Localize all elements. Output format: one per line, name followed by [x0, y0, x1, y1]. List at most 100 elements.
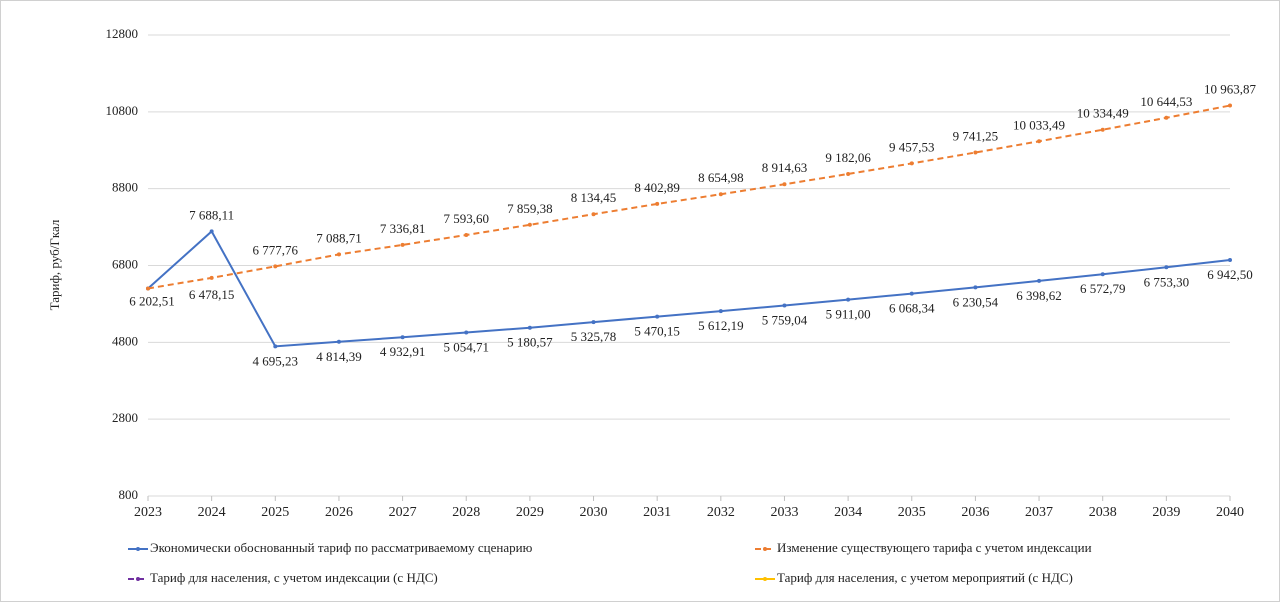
point: [400, 335, 405, 340]
data-label: 7 593,60: [443, 211, 489, 226]
data-label: 5 470,15: [634, 324, 680, 339]
y-tick-label: 10800: [106, 103, 139, 118]
legend-label: Изменение существующего тарифа с учетом …: [777, 540, 1092, 555]
point: [1228, 103, 1232, 108]
point: [973, 285, 978, 290]
x-tick-label: 2029: [516, 505, 544, 520]
point: [527, 325, 532, 330]
legend-marker: [763, 577, 767, 581]
point: [1164, 115, 1169, 120]
point: [909, 161, 914, 166]
point: [655, 314, 660, 319]
x-tick-label: 2024: [198, 505, 226, 520]
point: [464, 233, 469, 238]
data-label: 5 325,78: [571, 329, 617, 344]
series-line: [147, 229, 1231, 348]
data-label: 6 777,76: [253, 242, 299, 257]
point: [591, 320, 596, 325]
point: [146, 286, 150, 291]
point: [718, 309, 723, 314]
data-label: 7 336,81: [380, 221, 426, 236]
data-label: 9 741,25: [953, 128, 999, 143]
point: [1100, 127, 1105, 132]
data-label: 7 088,71: [316, 230, 362, 245]
x-tick-label: 2040: [1216, 505, 1244, 520]
data-label: 4 932,91: [380, 344, 426, 359]
data-label: 4 695,23: [253, 353, 299, 368]
legend-label: Тариф для населения, с учетом индексации…: [150, 570, 438, 585]
data-label: 8 654,98: [698, 170, 744, 185]
point: [1164, 265, 1169, 270]
data-label: 5 180,57: [507, 335, 553, 350]
data-label: 10 963,87: [1204, 82, 1257, 97]
data-label: 10 334,49: [1077, 106, 1129, 121]
x-tick-label: 2034: [834, 505, 862, 520]
legend-marker: [136, 547, 140, 551]
point: [209, 275, 214, 280]
data-label: 6 398,62: [1016, 288, 1062, 303]
point: [464, 330, 469, 335]
point: [336, 339, 341, 344]
y-axis-label: Тариф, руб/Гкал: [47, 219, 62, 310]
point: [973, 150, 978, 155]
data-label: 5 054,71: [443, 340, 489, 355]
x-tick-label: 2033: [770, 505, 798, 520]
data-label: 6 068,34: [889, 301, 935, 316]
x-tick-label: 2028: [452, 505, 480, 520]
data-label: 6 230,54: [953, 294, 999, 309]
data-label: 10 033,49: [1013, 117, 1065, 132]
x-tick-label: 2036: [961, 505, 989, 520]
point: [273, 344, 278, 349]
x-tick-label: 2031: [643, 505, 671, 520]
point: [846, 171, 851, 176]
point: [1228, 258, 1232, 263]
data-label: 6 572,79: [1080, 281, 1126, 296]
x-tick-label: 2039: [1152, 505, 1180, 520]
data-label: 9 182,06: [825, 150, 871, 165]
x-tick-label: 2030: [580, 505, 608, 520]
y-tick-label: 6800: [112, 256, 138, 271]
data-label: 4 814,39: [316, 349, 362, 364]
data-label: 5 911,00: [826, 307, 871, 322]
x-tick-label: 2025: [261, 505, 289, 520]
point: [846, 297, 851, 302]
data-label: 6 478,15: [189, 287, 235, 302]
point: [655, 201, 660, 206]
point: [400, 242, 405, 247]
data-label: 5 759,04: [762, 312, 808, 327]
x-tick-label: 2035: [898, 505, 926, 520]
data-label: 6 942,50: [1207, 267, 1253, 282]
data-label: 6 202,51: [129, 293, 175, 308]
point: [1100, 272, 1105, 277]
y-tick-label: 8800: [112, 180, 138, 195]
point: [273, 264, 278, 269]
x-tick-label: 2038: [1089, 505, 1117, 520]
legend-label: Тариф для населения, с учетом мероприяти…: [777, 570, 1073, 585]
point: [336, 252, 341, 257]
data-label: 8 914,63: [762, 160, 808, 175]
point: [527, 222, 532, 227]
y-tick-label: 4800: [112, 333, 138, 348]
legend-marker: [136, 577, 140, 581]
x-tick-label: 2037: [1025, 505, 1053, 520]
y-tick-label: 800: [119, 487, 139, 502]
point: [782, 182, 787, 187]
point: [782, 303, 787, 308]
data-label: 10 644,53: [1140, 94, 1192, 109]
data-label: 8 134,45: [571, 190, 617, 205]
legend-label: Экономически обоснованный тариф по рассм…: [150, 540, 533, 555]
y-tick-label: 12800: [106, 26, 139, 41]
point: [1037, 139, 1042, 144]
data-label: 5 612,19: [698, 318, 744, 333]
point: [209, 229, 214, 234]
data-label: 6 753,30: [1144, 274, 1190, 289]
point: [591, 212, 596, 217]
y-tick-label: 2800: [112, 410, 138, 425]
data-label: 7 859,38: [507, 201, 553, 216]
point: [909, 291, 914, 296]
point: [1037, 278, 1042, 283]
x-tick-label: 2032: [707, 505, 735, 520]
